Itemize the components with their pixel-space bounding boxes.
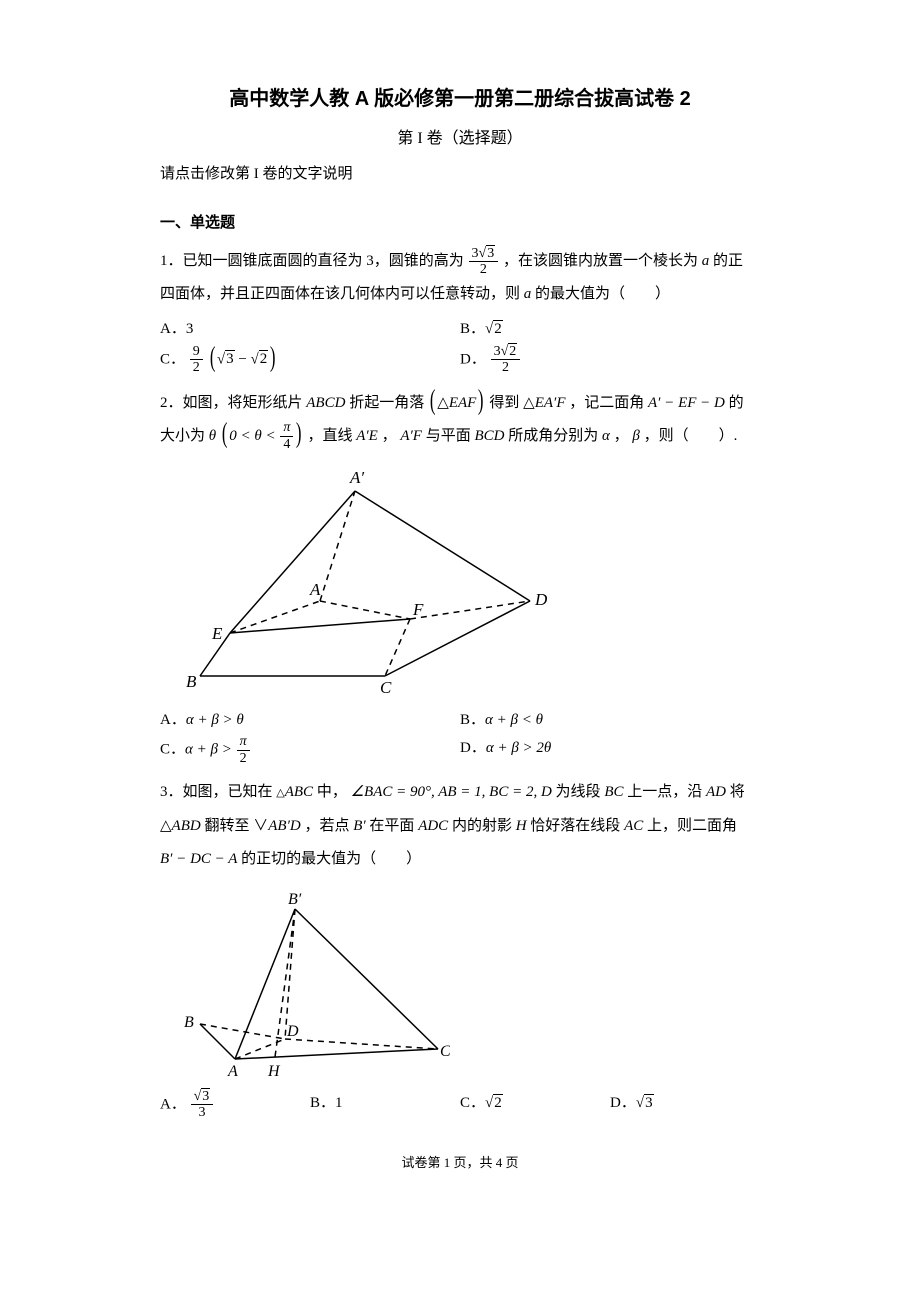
- svg-text:D: D: [286, 1023, 299, 1040]
- q1-height-frac: 3√3 2: [469, 246, 499, 278]
- svg-text:C: C: [440, 1043, 450, 1060]
- q1-stem-d: 四面体，并且正四面体在该几何体内可以任意转动，则: [160, 286, 520, 302]
- svg-text:B: B: [186, 672, 197, 691]
- q3-opt-C: C．√2: [460, 1089, 610, 1121]
- q3-opt-A: A． √33: [160, 1089, 310, 1121]
- q2-opt-B: B．α + β < θ: [460, 706, 760, 735]
- svg-text:A: A: [309, 580, 321, 599]
- svg-text:B: B: [184, 1014, 194, 1031]
- q1-row1: A．3 B．√2: [160, 315, 760, 344]
- edit-note: 请点击修改第 I 卷的文字说明: [160, 160, 760, 189]
- page-footer: 试卷第 1 页，共 4 页: [160, 1151, 760, 1176]
- q1-row2: C． 92 (√3 − √2) D． 3√22: [160, 344, 760, 376]
- q1-stem-c: 的正: [713, 253, 743, 269]
- q2-opt-C: C．α + β > π2: [160, 734, 460, 766]
- section-heading: 一、单选题: [160, 209, 760, 238]
- svg-text:C: C: [380, 678, 392, 696]
- q3-opt-D: D．√3: [610, 1089, 760, 1121]
- svg-text:H: H: [267, 1063, 281, 1079]
- q2-opt-A: A．α + β > θ: [160, 706, 460, 735]
- q2-opt-D: D．α + β > 2θ: [460, 734, 760, 766]
- exam-title: 高中数学人教 A 版必修第一册第二册综合拔高试卷 2: [160, 80, 760, 118]
- question-1: 1．已知一圆锥底面圆的直径为 3，圆锥的高为 3√3 2 ，在该圆锥内放置一个棱…: [160, 245, 760, 311]
- q3-opt-B: B．1: [310, 1089, 460, 1121]
- question-2: 2．如图，将矩形纸片 ABCD 折起一角落 (△EAF) 得到 △EA′F ，记…: [160, 386, 760, 453]
- svg-text:E: E: [211, 624, 223, 643]
- page-container: 高中数学人教 A 版必修第一册第二册综合拔高试卷 2 第 I 卷（选择题） 请点…: [0, 0, 920, 1215]
- q1-stem-a: 1．已知一圆锥底面圆的直径为 3，圆锥的高为: [160, 253, 464, 269]
- question-3: 3．如图，已知在 △ABC 中， ∠BAC = 90°, AB = 1, BC …: [160, 776, 760, 876]
- q1-var-a-2: a: [524, 286, 532, 302]
- q2-row1: A．α + β > θ B．α + β < θ: [160, 706, 760, 735]
- q1-stem-b: ，在该圆锥内放置一个棱长为: [503, 253, 698, 269]
- q1-opt-A: A．3: [160, 315, 460, 344]
- q3-figure: A B B′ C D H: [180, 884, 450, 1079]
- svg-text:A′: A′: [349, 468, 364, 487]
- q3-options: A． √33 B．1 C．√2 D．√3: [160, 1089, 760, 1121]
- svg-text:D: D: [534, 590, 548, 609]
- svg-text:A: A: [227, 1063, 238, 1079]
- exam-subtitle: 第 I 卷（选择题）: [160, 124, 760, 154]
- q1-opt-D: D． 3√22: [460, 344, 760, 376]
- svg-text:B′: B′: [288, 891, 302, 908]
- q1-var-a-1: a: [702, 253, 710, 269]
- q2-figure: A′ A B C D E F: [180, 461, 550, 696]
- q1-opt-C: C． 92 (√3 − √2): [160, 344, 460, 376]
- svg-text:F: F: [412, 600, 424, 619]
- q1-opt-B: B．√2: [460, 315, 760, 344]
- q2-row2: C．α + β > π2 D．α + β > 2θ: [160, 734, 760, 766]
- q1-stem-e: 的最大值为（ ）: [535, 286, 670, 302]
